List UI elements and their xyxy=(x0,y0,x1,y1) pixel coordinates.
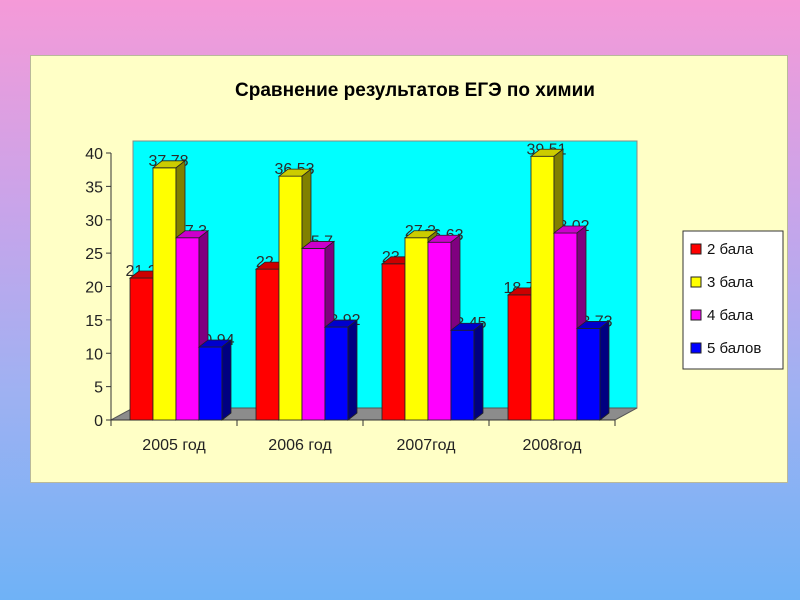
chart: Сравнение результатов ЕГЭ по химии 0 5 10 1… xyxy=(85,80,784,454)
y-tick-label: 40 xyxy=(85,146,103,163)
bar-front xyxy=(507,294,532,421)
y-tick-label: 15 xyxy=(85,313,103,330)
x-category-label: 2008год xyxy=(523,437,583,454)
x-category-label: 2005 год xyxy=(142,437,206,454)
bar-front xyxy=(301,248,326,421)
bar xyxy=(575,320,611,421)
bar-front xyxy=(404,237,429,421)
bar-side xyxy=(221,339,232,421)
legend-swatch xyxy=(690,309,702,321)
bar xyxy=(197,339,233,421)
y-tick-label: 35 xyxy=(85,179,103,196)
legend-swatch xyxy=(690,243,702,255)
bar xyxy=(449,322,485,421)
bar-front xyxy=(324,326,349,421)
x-category-label: 2007год xyxy=(397,437,457,454)
x-category-label: 2006 год xyxy=(268,437,332,454)
bar-front xyxy=(553,232,578,421)
y-tick-label: 10 xyxy=(85,346,103,363)
y-tick-label: 20 xyxy=(85,280,103,297)
bar-front xyxy=(175,237,200,421)
bar-front xyxy=(152,167,177,421)
y-tick-label: 5 xyxy=(94,380,103,397)
legend-label: 4 бала xyxy=(707,307,754,324)
bar-front xyxy=(427,241,452,421)
bar-side xyxy=(599,320,610,421)
plot-area: 0 5 10 15 20 25 30 35 40 2005 год 2006 год 2007год 2… xyxy=(85,140,638,454)
legend-swatch xyxy=(690,276,702,288)
legend-label: 5 балов xyxy=(707,340,761,357)
bar-front xyxy=(129,277,154,421)
bar-front xyxy=(576,327,601,421)
bar-front xyxy=(198,346,223,421)
y-tick-label: 30 xyxy=(85,213,103,230)
bar-front xyxy=(450,329,475,421)
legend-swatch xyxy=(690,342,702,354)
bar-side xyxy=(473,322,484,421)
bar-front xyxy=(381,263,406,421)
y-tick-label: 25 xyxy=(85,246,103,263)
chart-title: Сравнение результатов ЕГЭ по химии xyxy=(235,80,595,101)
legend-label: 2 бала xyxy=(707,241,754,258)
legend-label: 3 бала xyxy=(707,274,754,291)
legend: 2 бала 3 бала 4 бала 5 балов xyxy=(682,230,784,370)
y-tick-label: 0 xyxy=(94,413,103,430)
chart-panel: Сравнение результатов ЕГЭ по химии 0 5 10 1… xyxy=(30,55,788,483)
bar-front xyxy=(530,155,555,421)
bar-side xyxy=(347,319,358,421)
bar-front xyxy=(278,175,303,421)
bar xyxy=(323,319,359,421)
bar-front xyxy=(255,268,280,421)
